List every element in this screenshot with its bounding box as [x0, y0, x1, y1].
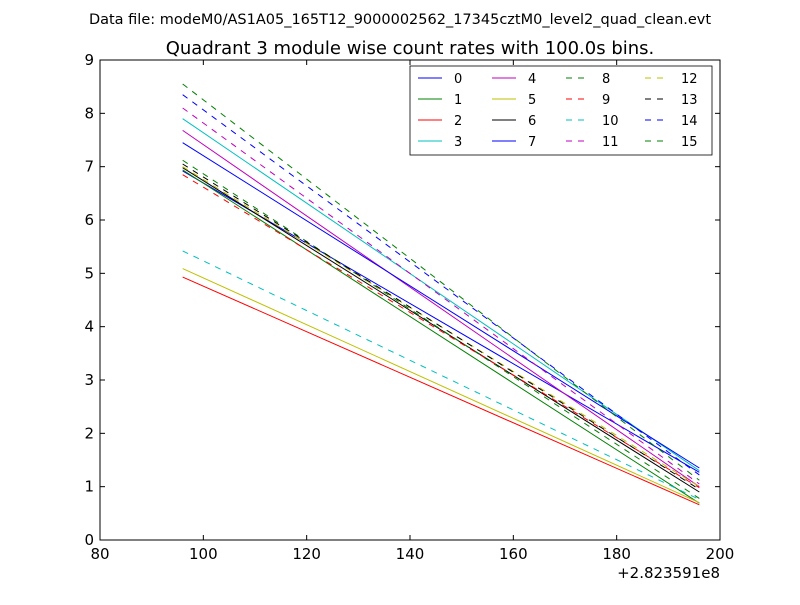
series-line-9	[182, 174, 700, 489]
x-offset-label: +2.823591e8	[617, 564, 720, 582]
y-tick-label: 5	[84, 264, 94, 282]
series-line-1	[182, 169, 700, 504]
legend-label-9: 9	[602, 93, 610, 108]
x-tick-label: 140	[396, 545, 425, 563]
legend-label-11: 11	[602, 135, 619, 150]
legend-box	[409, 65, 713, 156]
y-tick-label: 2	[84, 424, 94, 442]
legend-label-2: 2	[454, 114, 462, 129]
x-tick-label: 100	[189, 545, 218, 563]
series-line-0	[182, 170, 700, 473]
legend-label-14: 14	[681, 114, 698, 129]
series-line-4	[182, 129, 700, 488]
series-line-7	[182, 142, 700, 469]
x-tick-label: 80	[90, 545, 109, 563]
series-line-10	[182, 250, 700, 500]
legend-label-10: 10	[602, 114, 619, 129]
legend-label-8: 8	[602, 72, 610, 87]
chart-title: Quadrant 3 module wise count rates with …	[166, 38, 655, 59]
y-tick-label: 9	[84, 51, 94, 69]
series-line-3	[182, 118, 700, 472]
series-line-15	[182, 83, 700, 481]
legend-label-15: 15	[681, 135, 698, 150]
y-tick-label: 3	[84, 371, 94, 389]
legend-label-0: 0	[454, 72, 462, 87]
series-line-6	[182, 167, 700, 493]
y-tick-label: 4	[84, 318, 94, 336]
series-line-11	[182, 107, 700, 485]
legend-label-13: 13	[681, 93, 698, 108]
series-line-2	[182, 276, 700, 506]
legend-label-1: 1	[454, 93, 462, 108]
legend-label-7: 7	[528, 135, 536, 150]
legend-label-12: 12	[681, 72, 698, 87]
legend-label-4: 4	[528, 72, 536, 87]
y-tick-label: 8	[84, 104, 94, 122]
y-tick-label: 7	[84, 158, 94, 176]
suptitle: Data file: modeM0/AS1A05_165T12_90000025…	[89, 12, 711, 28]
y-tick-label: 0	[84, 531, 94, 549]
y-tick-label: 1	[84, 478, 94, 496]
series-line-5	[182, 268, 700, 504]
series-line-13	[182, 163, 700, 490]
legend-label-3: 3	[454, 135, 462, 150]
axis-ticks	[99, 59, 721, 541]
x-tick-label: 180	[602, 545, 631, 563]
legend-label-5: 5	[528, 93, 536, 108]
x-tick-label: 200	[706, 545, 735, 563]
plot-lines	[182, 83, 700, 506]
x-tick-label: 160	[499, 545, 528, 563]
x-tick-label: 120	[292, 545, 321, 563]
legend-label-6: 6	[528, 114, 536, 129]
y-tick-label: 6	[84, 211, 94, 229]
